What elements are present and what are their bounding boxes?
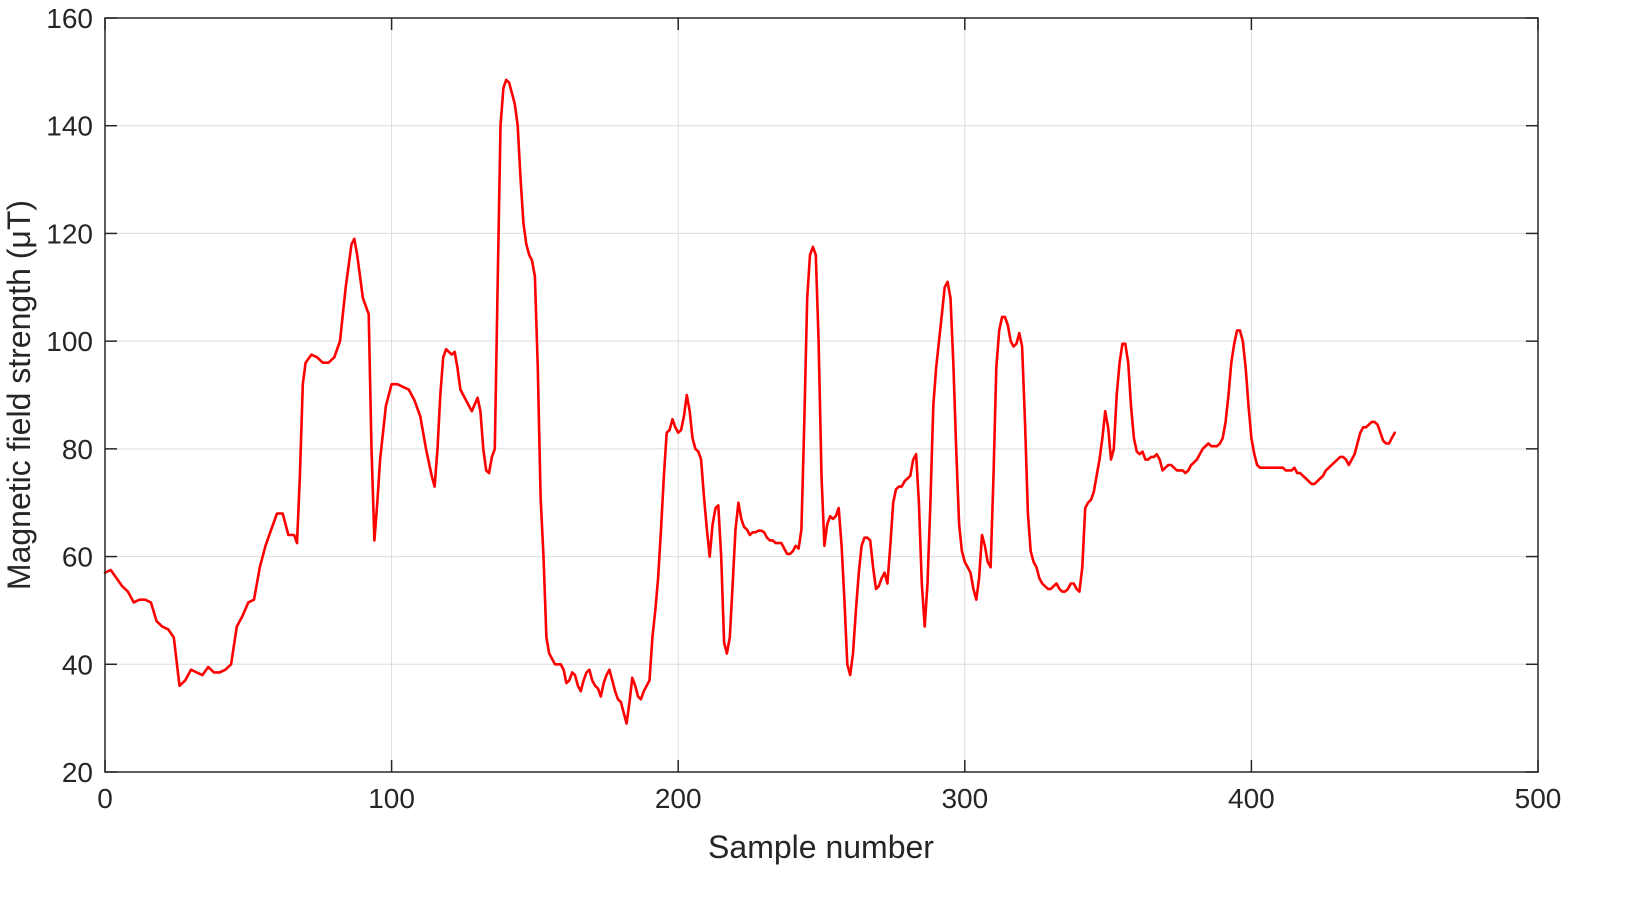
y-tick-label: 140	[46, 111, 93, 142]
y-tick-label: 40	[62, 649, 93, 680]
x-tick-label: 100	[368, 783, 415, 814]
x-tick-label: 0	[97, 783, 113, 814]
series-line	[103, 78, 1396, 725]
y-tick-label: 60	[62, 542, 93, 573]
y-tick-label: 120	[46, 218, 93, 249]
y-tick-label: 20	[62, 757, 93, 788]
plot-area	[105, 18, 1538, 772]
x-tick-label: 400	[1228, 783, 1275, 814]
tick-labels: 0 100 200 300 400 500 20 40 60 80 100 120 140 160	[46, 3, 1561, 814]
axis-ticks	[104, 17, 1539, 773]
y-tick-label: 160	[46, 3, 93, 34]
y-tick-label: 100	[46, 326, 93, 357]
x-axis-label: Sample number	[708, 829, 934, 865]
x-tick-label: 200	[655, 783, 702, 814]
y-tick-label: 80	[62, 434, 93, 465]
y-axis-label: Magnetic field strength (μT)	[1, 200, 37, 590]
x-tick-label: 300	[941, 783, 988, 814]
plot-frame	[104, 17, 1539, 773]
x-tick-label: 500	[1515, 783, 1562, 814]
